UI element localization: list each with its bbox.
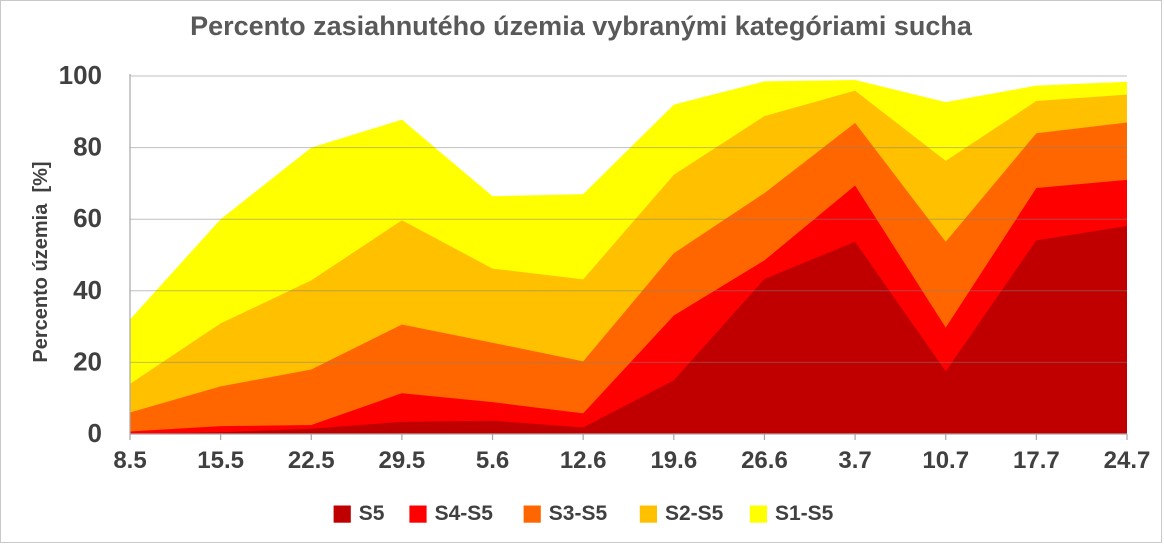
svg-text:20: 20 — [73, 346, 102, 376]
svg-text:80: 80 — [73, 132, 102, 162]
svg-text:S5: S5 — [359, 502, 385, 525]
svg-text:100: 100 — [59, 60, 102, 90]
svg-text:24.7: 24.7 — [1104, 447, 1151, 474]
svg-text:8.5: 8.5 — [113, 447, 146, 474]
svg-text:0: 0 — [88, 418, 102, 448]
svg-text:S2-S5: S2-S5 — [665, 502, 724, 525]
svg-text:15.5: 15.5 — [197, 447, 244, 474]
svg-text:40: 40 — [73, 275, 102, 305]
svg-text:17.7: 17.7 — [1013, 447, 1060, 474]
svg-text:22.5: 22.5 — [288, 447, 335, 474]
svg-text:5.6: 5.6 — [476, 447, 509, 474]
svg-text:29.5: 29.5 — [379, 447, 426, 474]
svg-text:60: 60 — [73, 203, 102, 233]
svg-text:19.6: 19.6 — [650, 447, 697, 474]
svg-text:S4-S5: S4-S5 — [435, 502, 494, 525]
svg-text:10.7: 10.7 — [922, 447, 969, 474]
svg-text:3.7: 3.7 — [838, 447, 871, 474]
svg-text:S3-S5: S3-S5 — [549, 502, 608, 525]
svg-text:26.6: 26.6 — [741, 447, 788, 474]
svg-text:12.6: 12.6 — [560, 447, 607, 474]
svg-text:S1-S5: S1-S5 — [775, 502, 834, 525]
